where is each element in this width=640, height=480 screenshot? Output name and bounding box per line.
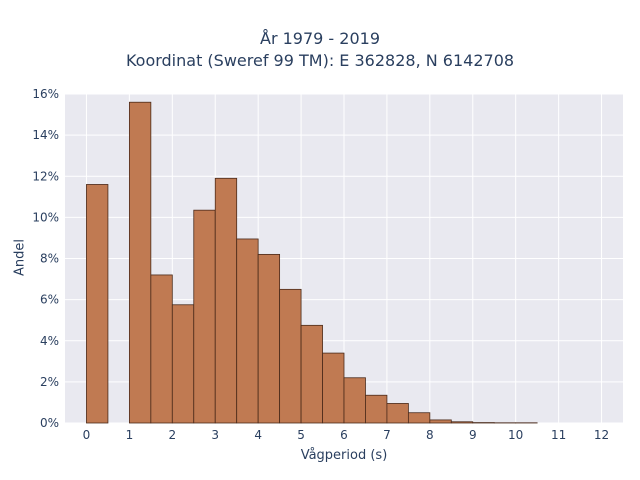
y-tick-label: 2%	[40, 375, 59, 389]
chart-title-line1: År 1979 - 2019	[260, 29, 380, 48]
histogram-bar	[236, 238, 259, 424]
chart-title-line2: Koordinat (Sweref 99 TM): E 362828, N 61…	[125, 51, 515, 70]
x-tick-label: 6	[340, 428, 348, 442]
bars	[86, 101, 538, 424]
grid-lines	[65, 93, 623, 424]
histogram-bar	[429, 419, 452, 424]
histogram-bar	[300, 324, 323, 424]
histogram-bar	[150, 274, 173, 424]
histogram-bar	[279, 288, 302, 424]
histogram-bar	[193, 209, 216, 424]
histogram-bar	[450, 421, 474, 424]
x-tick-label: 11	[551, 428, 566, 442]
x-tick-label: 9	[469, 428, 477, 442]
y-tick-label: 16%	[32, 87, 59, 101]
histogram-bar	[365, 394, 388, 424]
histogram-bar	[86, 184, 109, 424]
x-tick-label: 3	[211, 428, 219, 442]
y-tick-label: 14%	[32, 128, 59, 142]
x-tick-label: 12	[594, 428, 609, 442]
histogram-bar	[128, 101, 152, 424]
x-tick-label: 10	[508, 428, 523, 442]
y-tick-labels: 0% 2% 4% 6% 8% 10% 12% 14% 16%	[32, 87, 59, 430]
histogram-bar	[343, 377, 366, 424]
x-tick-label: 5	[297, 428, 305, 442]
x-tick-label: 7	[383, 428, 391, 442]
histogram-bar	[386, 403, 409, 424]
y-tick-label: 0%	[40, 416, 59, 430]
histogram-bar	[257, 253, 281, 424]
y-tick-label: 4%	[40, 334, 59, 348]
y-axis-label: Andel	[12, 239, 28, 276]
y-tick-label: 10%	[32, 210, 59, 224]
x-tick-label: 4	[254, 428, 262, 442]
x-tick-label: 0	[83, 428, 91, 442]
x-tick-label: 8	[426, 428, 434, 442]
x-tick-label: 1	[126, 428, 134, 442]
y-tick-label: 8%	[40, 252, 59, 266]
histogram-bar	[322, 352, 345, 424]
x-tick-label: 2	[168, 428, 176, 442]
histogram-bar	[171, 304, 195, 424]
x-tick-labels: 0 1 2 3 4 5 6 7 8 9 10 11 12	[83, 428, 610, 442]
histogram-bar	[407, 412, 431, 424]
y-tick-label: 6%	[40, 293, 59, 307]
histogram-bar	[214, 177, 238, 424]
y-tick-label: 12%	[32, 169, 59, 183]
x-axis-label: Vågperiod (s)	[300, 448, 388, 463]
